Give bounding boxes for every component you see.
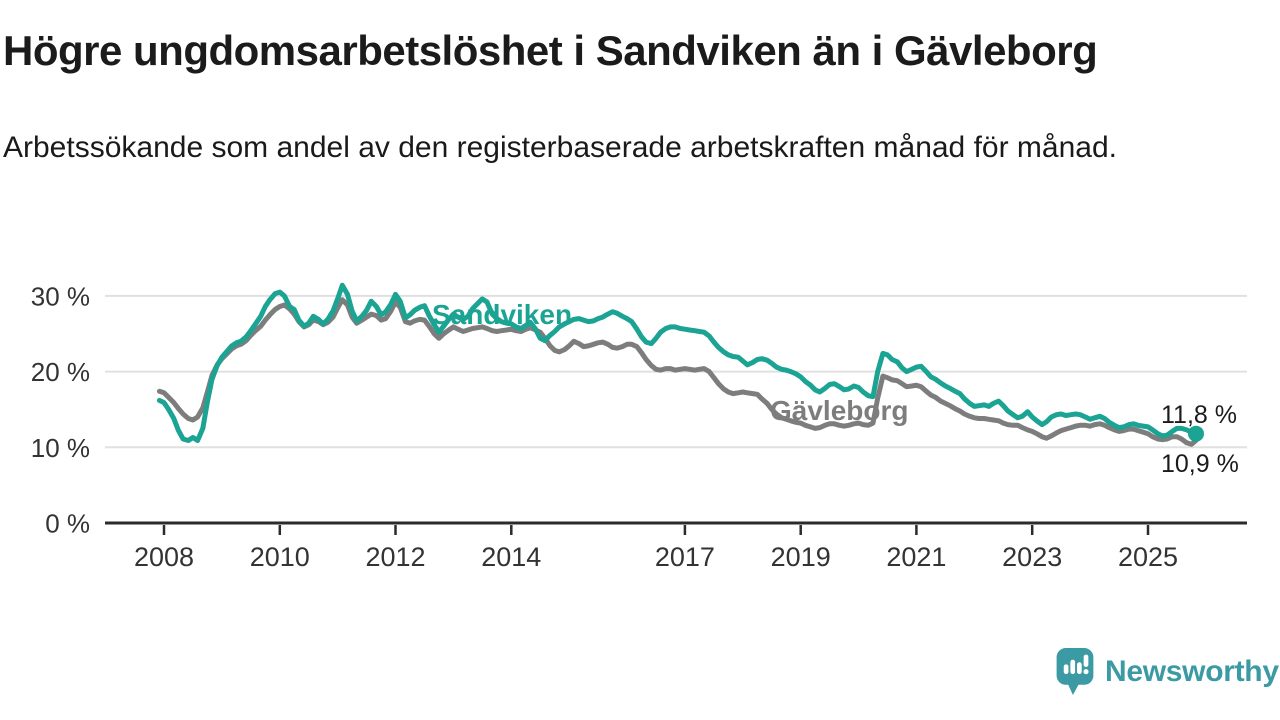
series-label-sandviken: Sandviken: [432, 299, 573, 330]
y-tick-label: 0 %: [45, 509, 90, 539]
page-title: Högre ungdomsarbetslöshet i Sandviken än…: [3, 27, 1098, 74]
newsworthy-logo-icon: [1056, 648, 1094, 695]
end-value-label-gavleborg: 10,9 %: [1161, 450, 1239, 478]
x-tick-label: 2021: [886, 542, 946, 572]
series-label-gavleborg: Gävleborg: [770, 395, 909, 426]
x-tick-label: 2017: [655, 542, 715, 572]
x-tick-label: 2025: [1118, 542, 1178, 572]
x-tick-label: 2008: [134, 542, 194, 572]
y-tick-label: 30 %: [31, 281, 90, 311]
newsworthy-logo: Newsworthy: [1056, 646, 1279, 698]
x-tick-label: 2023: [1002, 542, 1062, 572]
y-tick-label: 10 %: [31, 433, 90, 463]
x-tick-label: 2012: [365, 542, 425, 572]
page-subtitle: Arbetssökande som andel av den registerb…: [3, 131, 1117, 164]
x-tick-label: 2014: [481, 542, 541, 572]
end-value-label-sandviken: 11,8 %: [1161, 401, 1237, 429]
newsworthy-logo-text: Newsworthy: [1105, 655, 1279, 688]
x-tick-label: 2019: [771, 542, 831, 572]
series-line-0: [156, 282, 1199, 443]
x-tick-label: 2010: [250, 542, 310, 572]
series-line-1: [156, 297, 1199, 447]
series-end-dot: [1188, 425, 1204, 442]
y-tick-label: 20 %: [31, 357, 90, 387]
